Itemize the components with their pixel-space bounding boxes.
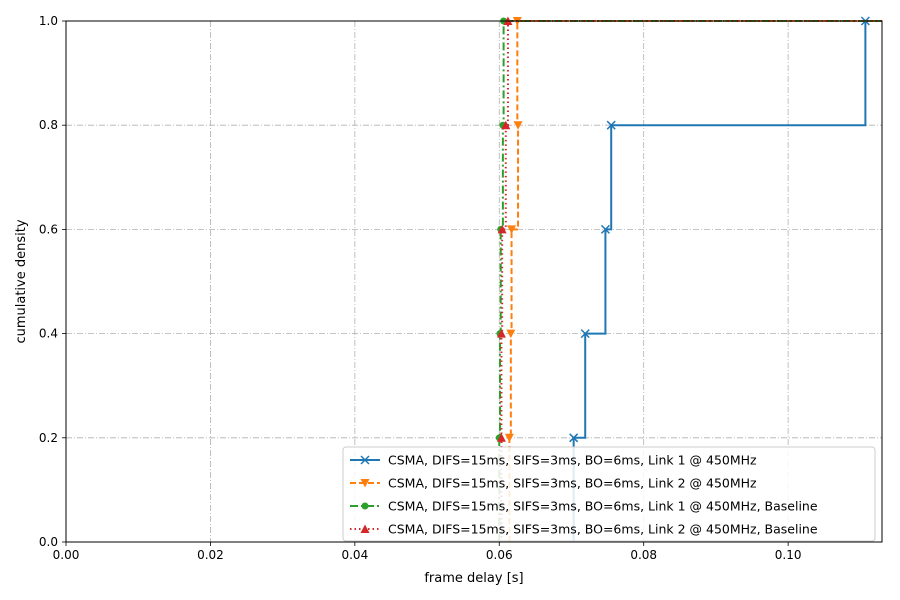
data-point (501, 120, 511, 130)
y-tick-label: 0.2 (39, 431, 58, 445)
legend-label: CSMA, DIFS=15ms, SIFS=3ms, BO=6ms, Link … (388, 522, 818, 537)
plot-frame (65, 20, 883, 543)
data-point (507, 225, 517, 234)
x-tick-label: 0.06 (486, 548, 513, 562)
legend-label: CSMA, DIFS=15ms, SIFS=3ms, BO=6ms, Link … (388, 476, 757, 491)
series-4 (496, 16, 882, 542)
series-layer (495, 16, 882, 542)
x-axis-label: frame delay [s] (424, 571, 523, 586)
x-tick-label: 0.04 (341, 548, 368, 562)
legend-entry: CSMA, DIFS=15ms, SIFS=3ms, BO=6ms, Link … (350, 499, 818, 514)
data-point (606, 120, 616, 130)
x-tick-label: 0.00 (53, 548, 80, 562)
legend-entry: CSMA, DIFS=15ms, SIFS=3ms, BO=6ms, Link … (350, 476, 757, 491)
y-tick-label: 0.6 (39, 222, 58, 236)
data-point (496, 329, 506, 338)
legend-entry: CSMA, DIFS=15ms, SIFS=3ms, BO=6ms, Link … (350, 453, 757, 468)
x-tick-label: 0.08 (630, 548, 657, 562)
legend: CSMA, DIFS=15ms, SIFS=3ms, BO=6ms, Link … (342, 446, 876, 542)
legend-marker (361, 502, 369, 510)
axis-ticks: 0.00 0.02 0.04 0.06 0.08 0.10 0.0 0.2 0.4 0.6 0.8 1… (39, 14, 802, 562)
y-axis-label: cumulative density (14, 219, 29, 343)
legend-box (342, 446, 876, 542)
series-1 (569, 16, 882, 542)
legend-label: CSMA, DIFS=15ms, SIFS=3ms, BO=6ms, Link … (388, 453, 757, 468)
data-point (497, 224, 507, 234)
data-point (569, 433, 579, 443)
data-point (506, 329, 516, 339)
x-tick-label: 0.02 (197, 548, 224, 562)
legend-marker (360, 455, 370, 465)
legend-marker (360, 524, 370, 533)
y-tick-label: 0.0 (39, 535, 58, 549)
y-tick-label: 0.8 (39, 118, 58, 132)
x-tick-label: 0.10 (775, 548, 802, 562)
data-point (496, 433, 506, 442)
data-point (600, 224, 610, 234)
legend-entry: CSMA, DIFS=15ms, SIFS=3ms, BO=6ms, Link … (350, 522, 818, 537)
y-tick-label: 0.4 (39, 327, 58, 341)
data-point (580, 329, 590, 339)
data-point (513, 121, 523, 130)
series-line (498, 20, 882, 542)
legend-label: CSMA, DIFS=15ms, SIFS=3ms, BO=6ms, Link … (388, 499, 818, 514)
data-point (504, 433, 514, 443)
y-tick-label: 1.0 (39, 14, 58, 28)
legend-marker (360, 479, 370, 488)
